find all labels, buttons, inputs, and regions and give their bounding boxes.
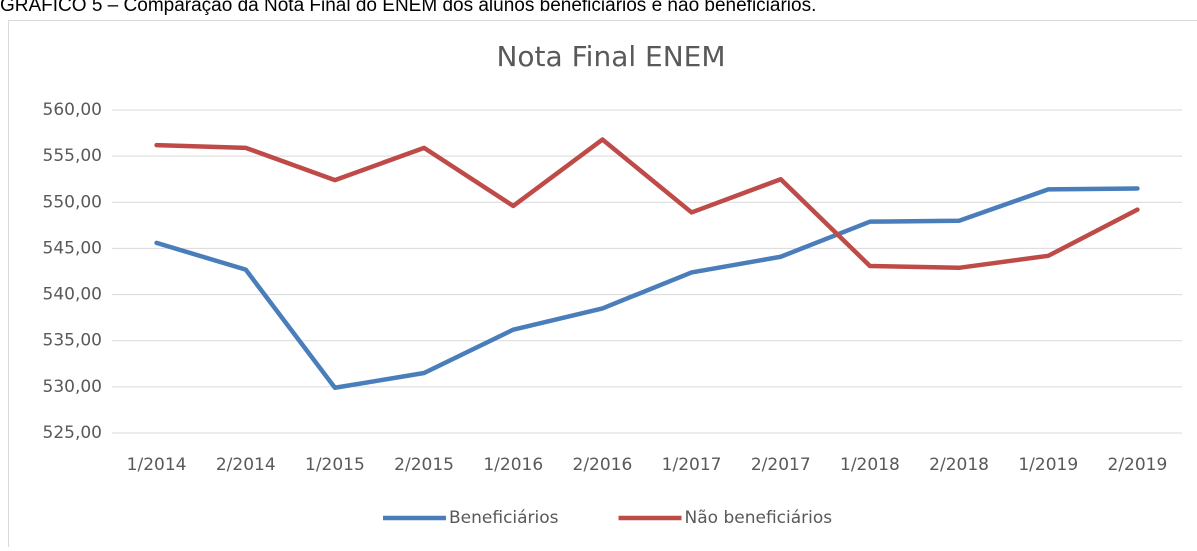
x-tick-label: 2/2014 <box>216 455 276 475</box>
legend-label: Não beneficiários <box>685 508 833 528</box>
y-tick-label: 560,00 <box>43 100 102 120</box>
x-tick-label: 2/2016 <box>573 455 633 475</box>
series-line <box>157 188 1138 387</box>
x-tick-label: 1/2018 <box>840 455 900 475</box>
y-tick-label: 525,00 <box>43 423 102 443</box>
caption: GRÁFICO 5 – Comparação da Nota Final do … <box>0 0 816 16</box>
x-tick-label: 1/2014 <box>127 455 187 475</box>
y-tick-label: 535,00 <box>43 331 102 351</box>
x-tick-label: 1/2019 <box>1018 455 1078 475</box>
legend-label: Beneficiários <box>449 508 559 528</box>
x-tick-label: 2/2017 <box>751 455 811 475</box>
x-tick-label: 1/2015 <box>305 455 365 475</box>
x-tick-label: 2/2018 <box>929 455 989 475</box>
y-tick-label: 540,00 <box>43 285 102 305</box>
chart-title: Nota Final ENEM <box>496 40 725 73</box>
x-tick-label: 1/2017 <box>662 455 722 475</box>
x-tick-label: 1/2016 <box>483 455 543 475</box>
x-tick-label: 2/2019 <box>1108 455 1168 475</box>
x-tick-label: 2/2015 <box>394 455 454 475</box>
y-tick-label: 545,00 <box>43 238 102 258</box>
y-tick-label: 555,00 <box>43 146 102 166</box>
y-tick-label: 530,00 <box>43 377 102 397</box>
y-tick-label: 550,00 <box>43 192 102 212</box>
